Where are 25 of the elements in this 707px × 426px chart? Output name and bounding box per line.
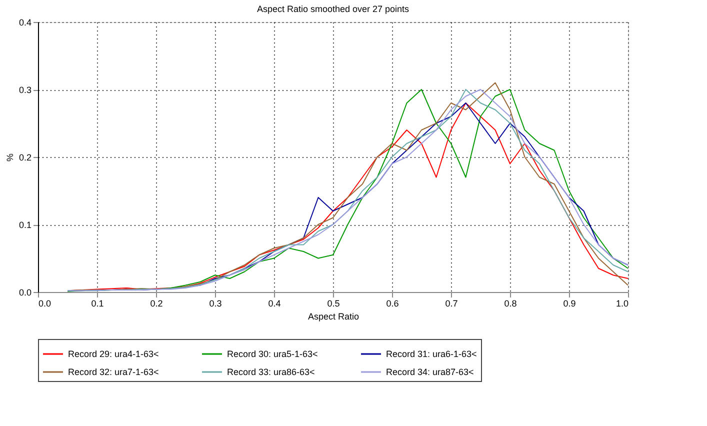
x-tick-label: 0.1 bbox=[91, 298, 104, 308]
x-tick-label: 0.2 bbox=[150, 298, 163, 308]
chart-title: Aspect Ratio smoothed over 27 points bbox=[256, 4, 410, 14]
legend-label: Record 31: ura6-1-63< bbox=[386, 349, 477, 359]
x-tick-label: 1.0 bbox=[616, 298, 628, 308]
x-tick-label: 0.5 bbox=[327, 298, 340, 308]
x-tick-label: 0.6 bbox=[386, 298, 399, 308]
y-tick-label: 0.3 bbox=[18, 85, 32, 95]
x-tick-label: 0.0 bbox=[38, 298, 52, 308]
legend-label: Record 34: ura87-63< bbox=[386, 367, 474, 377]
y-tick-label: 0.4 bbox=[18, 18, 32, 28]
legend-label: Record 33: ura86-63< bbox=[227, 367, 315, 377]
y-tick-label: 0.0 bbox=[18, 288, 32, 298]
x-tick-label: 0.4 bbox=[268, 298, 281, 308]
legend-label: Record 29: ura4-1-63< bbox=[68, 349, 159, 359]
legend-label: Record 32: ura7-1-63< bbox=[68, 367, 159, 377]
y-axis-title: % bbox=[4, 153, 15, 162]
y-tick-label: 0.1 bbox=[18, 220, 32, 230]
x-tick-label: 0.3 bbox=[209, 298, 222, 308]
y-tick-label: 0.2 bbox=[18, 152, 32, 162]
x-tick-label: 0.7 bbox=[445, 298, 458, 308]
x-axis-title: Aspect Ratio bbox=[308, 312, 360, 322]
x-tick-label: 0.9 bbox=[563, 298, 576, 308]
legend-label: Record 30: ura5-1-63< bbox=[227, 349, 318, 359]
x-tick-label: 0.8 bbox=[504, 298, 517, 308]
